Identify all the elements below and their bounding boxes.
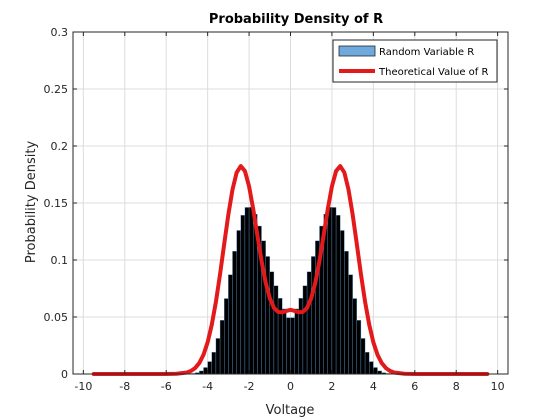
histogram-bar	[219, 320, 225, 375]
axis-ticks	[73, 31, 508, 375]
x-tick-label: -4	[202, 380, 213, 393]
histogram-bar	[306, 271, 312, 375]
y-tick-label: 0.25	[44, 83, 69, 96]
x-tick-label: 0	[287, 380, 294, 393]
y-tick-label: 0.3	[51, 26, 69, 39]
histogram-bar	[311, 256, 316, 375]
histogram-bar	[298, 298, 304, 375]
histogram-bar	[273, 285, 279, 375]
histogram-bar	[302, 285, 308, 375]
x-tick-label: -8	[119, 380, 130, 393]
x-tick-label: 8	[453, 380, 460, 393]
x-tick-label: -10	[74, 380, 92, 393]
histogram-bar	[373, 367, 378, 375]
x-tick-label: -2	[244, 380, 255, 393]
histogram-bars	[186, 207, 395, 375]
histogram-bar	[277, 298, 283, 375]
histogram-bar	[207, 361, 212, 375]
axis-tick-labels: -10 -8 -6 -4 -2 0 2 4 6 8 10 0 0.05 0.1 0.15 0.2 0.25 0.3	[44, 26, 505, 393]
histogram-bar	[360, 338, 366, 375]
x-tick-label: -6	[161, 380, 172, 393]
y-tick-label: 0.1	[51, 254, 69, 267]
histogram-bar	[211, 352, 217, 375]
x-axis-label: Voltage	[266, 403, 315, 418]
histogram-bar	[290, 317, 295, 375]
histogram-bar	[228, 274, 233, 375]
x-tick-label: 10	[491, 380, 505, 393]
histogram-bar	[203, 367, 208, 375]
histogram-bar	[369, 361, 374, 375]
y-tick-label: 0.05	[44, 311, 69, 324]
legend-swatch-histogram	[338, 45, 376, 57]
histogram-bar	[352, 298, 357, 375]
histogram-bar	[348, 274, 353, 375]
y-tick-label: 0.2	[51, 140, 69, 153]
histogram-bar	[224, 298, 229, 375]
histogram-bar	[331, 207, 337, 375]
histogram-bar	[240, 215, 246, 375]
theory-line-layer	[91, 164, 490, 376]
y-tick-label: 0.15	[44, 197, 69, 210]
x-tick-label: 6	[411, 380, 418, 393]
histogram-bar	[248, 207, 254, 375]
histogram-bar	[356, 320, 362, 375]
histogram-bar	[265, 256, 270, 375]
legend-label-theory: Theoretical Value of R	[378, 67, 489, 78]
legend-label-histogram: Random Variable R	[379, 47, 474, 58]
y-tick-label: 0	[61, 368, 68, 381]
histogram-bar	[327, 207, 333, 375]
histogram-bar	[236, 230, 241, 375]
x-tick-label: 4	[370, 380, 377, 393]
histogram-bar	[269, 271, 275, 375]
histogram-bar	[232, 251, 237, 375]
histogram-bar	[340, 230, 345, 375]
legend: Random Variable R Theoretical Value of R	[332, 39, 498, 83]
histogram-bar	[344, 251, 349, 375]
theory-line	[91, 164, 490, 376]
histogram-bar	[282, 308, 287, 375]
histogram-bar	[286, 317, 291, 375]
chart-title: Probability Density of R	[209, 12, 383, 27]
x-tick-label: 2	[328, 380, 335, 393]
y-axis-label: Probability Density	[24, 141, 39, 264]
histogram-bar	[364, 352, 370, 375]
histogram-bar	[215, 338, 221, 375]
histogram-bar	[244, 207, 250, 375]
histogram-bar	[294, 308, 299, 375]
histogram-bar	[335, 215, 341, 375]
